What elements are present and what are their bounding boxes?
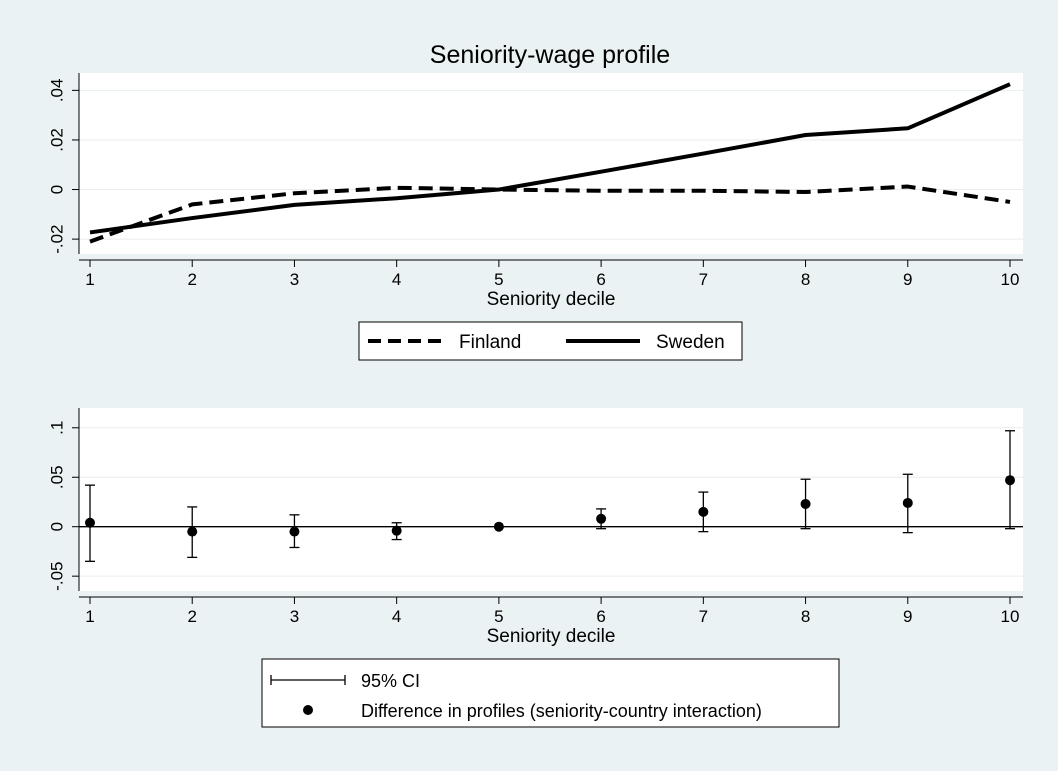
legend-box-bottom [261, 658, 840, 728]
y-tick-label: 0 [48, 185, 67, 194]
y-tick-label: .04 [48, 79, 67, 103]
data-point [902, 497, 913, 508]
x-tick-label: 7 [699, 607, 708, 626]
x-axis-top: 1 2 3 4 5 6 7 8 9 10 [79, 259, 1023, 289]
x-tick-label: 3 [290, 607, 299, 626]
x-tick-label: 4 [392, 607, 401, 626]
series-line-finland [89, 184, 1011, 244]
x-tick-label: 6 [596, 607, 605, 626]
data-point [1005, 475, 1015, 486]
legend-label-difference: Difference in profiles (seniority-countr… [361, 701, 762, 721]
y-tick-label: -.02 [48, 224, 67, 253]
x-tick-label: 9 [903, 607, 912, 626]
legend-top: Finland Sweden [358, 321, 743, 361]
x-axis-bottom: 1 2 3 4 5 6 7 8 9 10 [79, 596, 1023, 626]
x-tick-label: 2 [187, 607, 196, 626]
series-group-bottom [79, 430, 1023, 562]
y-tick-label: 0 [48, 522, 67, 531]
chart-title: Seniority-wage profile [430, 41, 670, 69]
data-point [187, 526, 198, 537]
data-point [289, 526, 300, 537]
legend-box-top [358, 321, 743, 361]
x-tick-label: 8 [801, 607, 810, 626]
y-axis-top: -.02 0 .02 .04 [48, 73, 80, 254]
plot-area-bottom [79, 408, 1023, 591]
legend-swatch-ci [270, 675, 346, 685]
x-axis-label-top: Seniority decile [487, 289, 616, 310]
y-tick-label: .1 [48, 421, 67, 435]
x-tick-label: 8 [801, 270, 810, 289]
plot-area-top [79, 73, 1023, 254]
x-tick-label: 4 [392, 270, 401, 289]
x-tick-label: 10 [1001, 270, 1020, 289]
y-tick-label: .02 [48, 128, 67, 152]
x-tick-label: 1 [85, 607, 94, 626]
x-tick-label: 2 [187, 270, 196, 289]
x-tick-label: 1 [85, 270, 94, 289]
x-tick-label: 7 [699, 270, 708, 289]
y-tick-label: .05 [48, 465, 67, 489]
x-tick-label: 10 [1001, 607, 1020, 626]
legend-label-sweden: Sweden [656, 332, 725, 353]
x-tick-label: 3 [290, 270, 299, 289]
y-tick-label: -.05 [48, 562, 67, 591]
legend-bottom: 95% CI Difference in profiles (seniority… [261, 658, 840, 728]
x-tick-label: 5 [494, 270, 503, 289]
data-point [596, 513, 607, 524]
data-point [698, 506, 709, 517]
x-tick-label: 9 [903, 270, 912, 289]
series-group-top [89, 82, 1011, 244]
legend-label-ci: 95% CI [361, 671, 420, 691]
legend-label-finland: Finland [459, 332, 521, 353]
data-point [800, 498, 811, 509]
data-point [493, 521, 504, 532]
x-tick-label: 6 [596, 270, 605, 289]
x-tick-label: 5 [494, 607, 503, 626]
data-point [85, 517, 95, 528]
legend-swatch-difference [303, 705, 313, 715]
y-axis-bottom: -.05 0 .05 .1 [48, 408, 80, 591]
series-line-sweden [89, 82, 1011, 235]
x-axis-label-bottom: Seniority decile [487, 626, 616, 647]
data-point [391, 525, 402, 536]
